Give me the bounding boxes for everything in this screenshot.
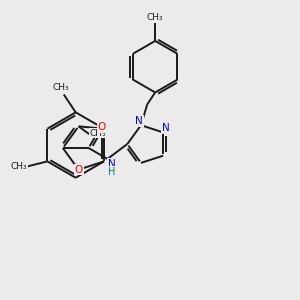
Text: CH₃: CH₃	[10, 162, 27, 171]
Text: CH₃: CH₃	[52, 83, 69, 92]
Text: N: N	[135, 116, 143, 126]
Text: N: N	[162, 123, 170, 134]
Text: O: O	[98, 122, 106, 132]
Text: CH₃: CH₃	[89, 129, 106, 138]
Text: CH₃: CH₃	[147, 13, 164, 22]
Text: O: O	[74, 165, 83, 175]
Text: N: N	[108, 159, 115, 169]
Text: H: H	[108, 167, 115, 177]
